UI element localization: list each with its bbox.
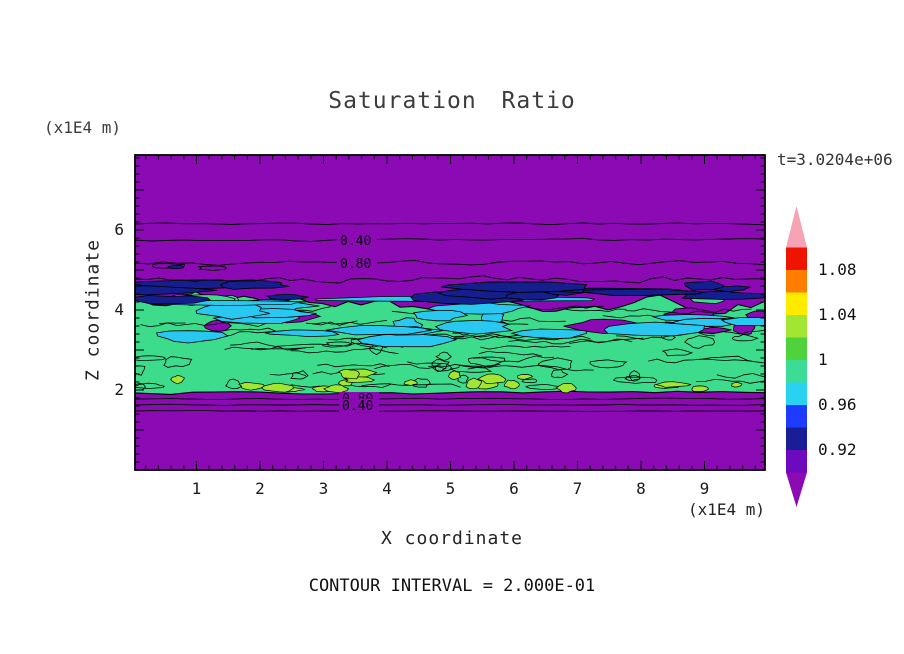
colorbar-segment <box>786 427 807 451</box>
colorbar-label: 1.08 <box>818 260 857 279</box>
colorbar-under-arrow <box>786 472 807 507</box>
x-tick-label: 9 <box>700 479 710 498</box>
x-tick-label: 8 <box>636 479 646 498</box>
contour-label: 0.40 <box>342 399 373 414</box>
x-tick-label: 3 <box>319 479 329 498</box>
colorbar: 1.08 1.04 1 0.96 0.92 <box>786 206 857 507</box>
y-tick-label: 6 <box>114 220 124 239</box>
plot-area: 0.400.800.800.40 <box>135 155 765 470</box>
x-tick-label: 6 <box>509 479 519 498</box>
x-tick-label: 5 <box>446 479 456 498</box>
contour-interval-note: CONTOUR INTERVAL = 2.000E-01 <box>308 576 596 596</box>
colorbar-segment <box>786 337 807 361</box>
y-axis-label: Z coordinate <box>82 238 104 382</box>
colorbar-segment <box>786 270 807 293</box>
y-tick-label: 2 <box>114 380 124 399</box>
colorbar-over-arrow <box>786 206 807 248</box>
y-axis-unit: (x1E4 m) <box>44 118 122 137</box>
colorbar-segment <box>786 450 807 473</box>
colorbar-segment <box>786 292 807 316</box>
x-axis-unit: (x1E4 m) <box>688 500 766 519</box>
colorbar-label: 0.92 <box>818 440 857 459</box>
contour-label: 0.80 <box>340 257 371 272</box>
plot-frame <box>134 154 766 471</box>
colorbar-segment <box>786 360 807 383</box>
colorbar-label: 1 <box>818 350 828 369</box>
colorbar-segment <box>786 315 807 338</box>
y-tick-label: 4 <box>114 300 124 319</box>
x-axis-label: X coordinate <box>380 528 524 549</box>
colorbar-segment <box>786 382 807 406</box>
colorbar-segment <box>786 247 807 271</box>
x-tick-label: 2 <box>255 479 265 498</box>
x-tick-label: 7 <box>573 479 583 498</box>
x-tick-label: 4 <box>382 479 392 498</box>
x-tick-label: 1 <box>192 479 202 498</box>
colorbar-label: 1.04 <box>818 305 857 324</box>
colorbar-label: 0.96 <box>818 395 857 414</box>
chart-title: Saturation Ratio <box>328 88 576 114</box>
timestamp: t=3.0204e+06 <box>777 150 893 169</box>
colorbar-segment <box>786 405 807 428</box>
contour-label: 0.40 <box>340 234 371 249</box>
